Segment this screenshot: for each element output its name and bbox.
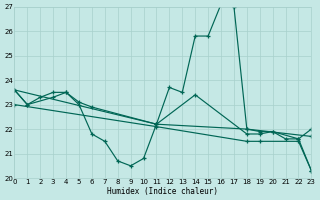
X-axis label: Humidex (Indice chaleur): Humidex (Indice chaleur)	[108, 187, 219, 196]
